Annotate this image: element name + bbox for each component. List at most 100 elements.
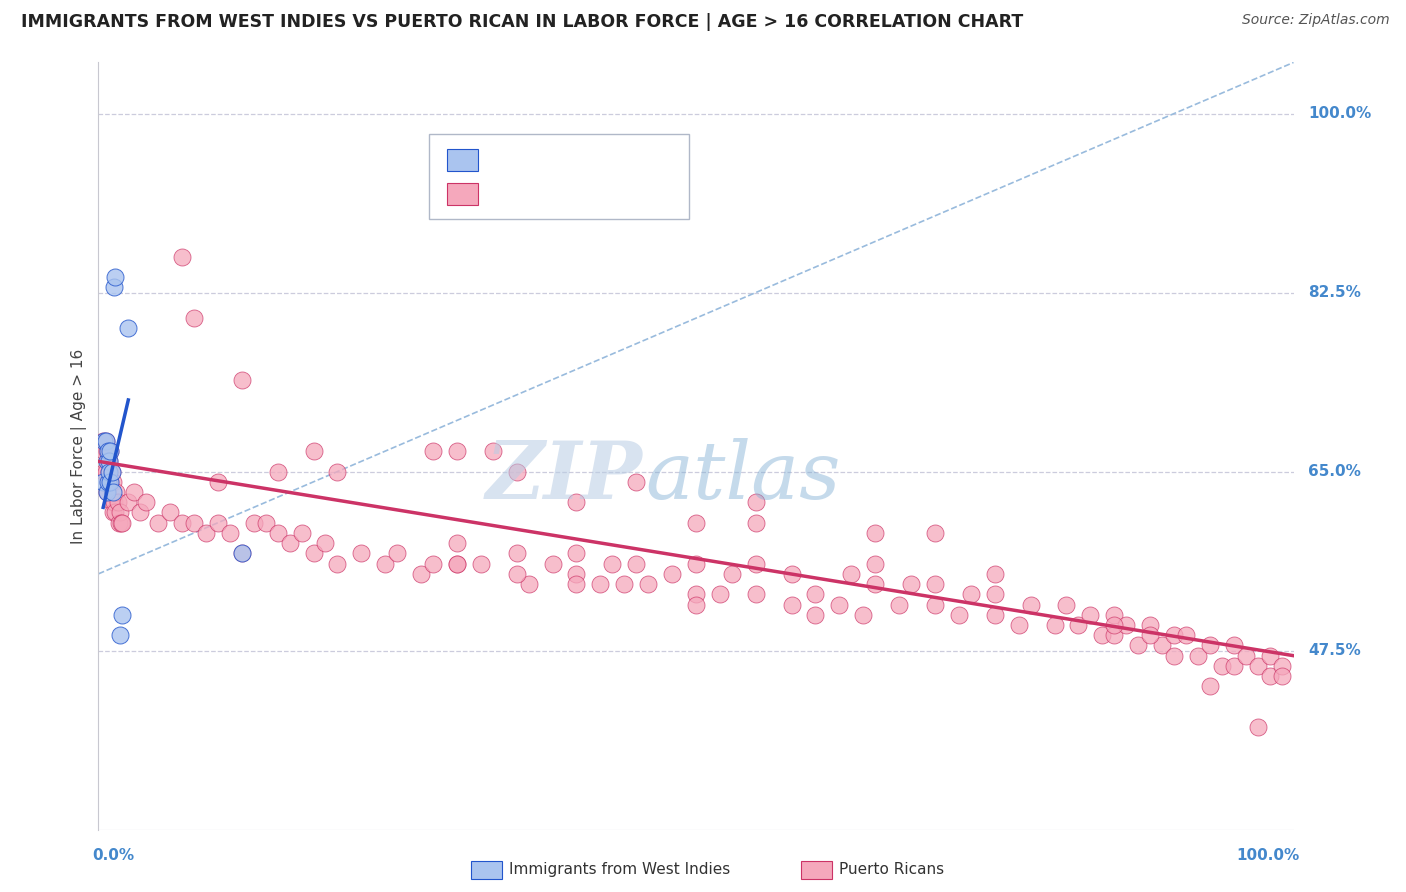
Text: 0.0%: 0.0%	[93, 848, 135, 863]
Point	[195, 525, 218, 540]
Point	[565, 495, 588, 509]
Point	[243, 516, 266, 530]
Point	[350, 546, 373, 560]
Point	[96, 444, 118, 458]
Point	[97, 475, 120, 489]
Point	[93, 434, 115, 448]
Point	[865, 525, 887, 540]
Point	[98, 465, 121, 479]
Point	[1128, 639, 1150, 653]
Point	[302, 546, 325, 560]
Point	[709, 587, 731, 601]
Point	[100, 465, 122, 479]
Point	[1104, 628, 1126, 642]
Point	[108, 506, 131, 520]
Point	[107, 495, 129, 509]
Point	[1080, 607, 1102, 622]
Point	[852, 607, 875, 622]
Point	[685, 557, 707, 571]
Point	[159, 506, 181, 520]
Point	[1199, 679, 1222, 693]
Point	[685, 516, 707, 530]
Point	[745, 516, 768, 530]
Point	[517, 577, 540, 591]
Point	[1163, 628, 1185, 642]
Point	[98, 444, 122, 458]
Point	[1043, 618, 1066, 632]
Point	[984, 587, 1007, 601]
Point	[105, 485, 128, 500]
Text: 65.0%: 65.0%	[1308, 464, 1361, 479]
Point	[1056, 598, 1078, 612]
Point	[97, 454, 120, 468]
Point	[804, 607, 827, 622]
Text: R = -0.671   N = 145: R = -0.671 N = 145	[486, 186, 669, 201]
Point	[108, 628, 131, 642]
Point	[1258, 648, 1281, 663]
Point	[96, 454, 118, 468]
Point	[1247, 720, 1270, 734]
Point	[506, 546, 529, 560]
Point	[1163, 648, 1185, 663]
Point	[745, 495, 768, 509]
Point	[1152, 639, 1174, 653]
Point	[780, 598, 803, 612]
Point	[446, 557, 468, 571]
Point	[101, 485, 124, 500]
Point	[94, 465, 117, 479]
Point	[278, 536, 301, 550]
Point	[1211, 659, 1233, 673]
Point	[117, 495, 139, 509]
Point	[565, 546, 588, 560]
Point	[91, 475, 114, 489]
Point	[828, 598, 851, 612]
Point	[98, 475, 122, 489]
Point	[541, 557, 564, 571]
Point	[626, 475, 648, 489]
Point	[1139, 618, 1161, 632]
Point	[104, 270, 127, 285]
Point	[1019, 598, 1042, 612]
Point	[98, 444, 122, 458]
Point	[1187, 648, 1209, 663]
Point	[98, 454, 121, 468]
Point	[446, 557, 468, 571]
Point	[103, 495, 125, 509]
Point	[984, 607, 1007, 622]
Point	[1271, 669, 1294, 683]
Point	[841, 566, 863, 581]
Point	[148, 516, 170, 530]
Point	[96, 485, 118, 500]
Point	[97, 475, 120, 489]
Point	[565, 566, 588, 581]
Point	[626, 557, 648, 571]
Point	[291, 525, 314, 540]
Text: IMMIGRANTS FROM WEST INDIES VS PUERTO RICAN IN LABOR FORCE | AGE > 16 CORRELATIO: IMMIGRANTS FROM WEST INDIES VS PUERTO RI…	[21, 13, 1024, 31]
Text: Immigrants from West Indies: Immigrants from West Indies	[509, 863, 730, 877]
Point	[745, 587, 768, 601]
Point	[780, 566, 803, 581]
Point	[172, 250, 194, 264]
Point	[98, 465, 121, 479]
Point	[183, 311, 205, 326]
Y-axis label: In Labor Force | Age > 16: In Labor Force | Age > 16	[72, 349, 87, 543]
Point	[745, 557, 768, 571]
Point	[924, 598, 946, 612]
Point	[1223, 659, 1246, 673]
Point	[91, 434, 114, 448]
Point	[506, 465, 529, 479]
Point	[865, 557, 887, 571]
Point	[422, 444, 444, 458]
Point	[481, 444, 505, 458]
Point	[1115, 618, 1137, 632]
Point	[172, 516, 194, 530]
Point	[889, 598, 911, 612]
Point	[565, 577, 588, 591]
Point	[924, 525, 946, 540]
Point	[302, 444, 325, 458]
Point	[1104, 607, 1126, 622]
Point	[231, 372, 253, 386]
Point	[219, 525, 242, 540]
Point	[506, 566, 529, 581]
Point	[94, 434, 117, 448]
